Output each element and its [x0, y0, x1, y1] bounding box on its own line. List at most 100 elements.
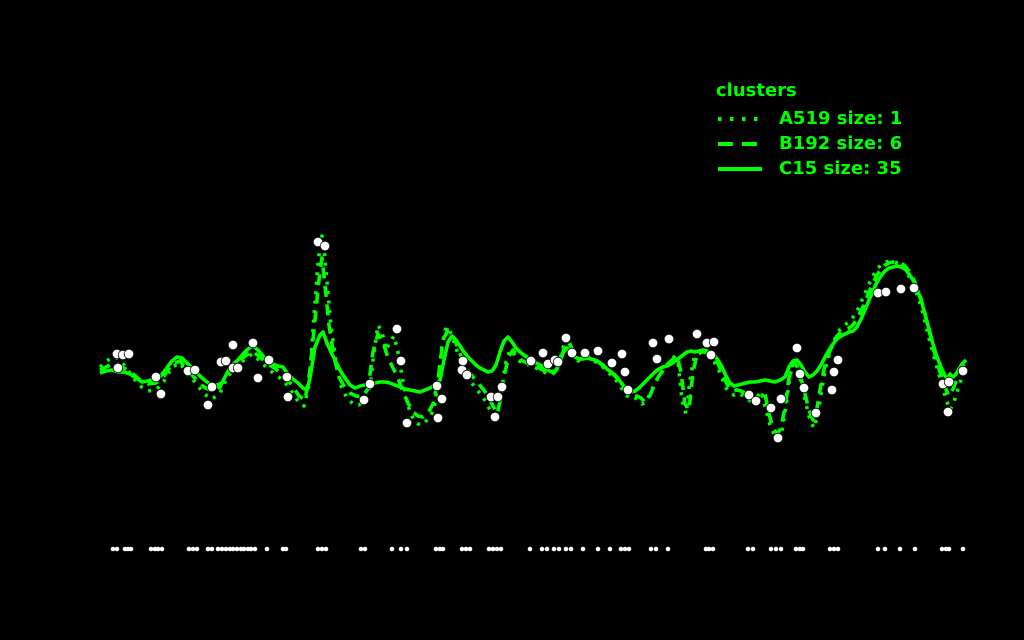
data-point [202, 399, 214, 411]
rug-dot [155, 546, 161, 552]
rug-dot [556, 546, 562, 552]
rug-dot [223, 546, 229, 552]
data-point [461, 369, 473, 381]
rug-dot [595, 546, 601, 552]
rug-dot [882, 546, 888, 552]
dotted-line-icon [718, 116, 761, 121]
rug-dot [750, 546, 756, 552]
rug-dot [648, 546, 654, 552]
legend-entry-label: B192 size: 6 [779, 133, 903, 154]
rug-dot [110, 546, 116, 552]
data-point [364, 378, 376, 390]
rug-dot [398, 546, 404, 552]
rug-dot [622, 546, 628, 552]
rug-dot [440, 546, 446, 552]
data-point [432, 412, 444, 424]
rug-dot [793, 546, 799, 552]
rug-dot [568, 546, 574, 552]
rug-dot [563, 546, 569, 552]
rug-dot [323, 546, 329, 552]
rug-dot [389, 546, 395, 552]
data-point [619, 366, 631, 378]
rug-dot [897, 546, 903, 552]
rug-dot [186, 546, 192, 552]
data-point [832, 354, 844, 366]
rug-dot [706, 546, 712, 552]
legend-entry-label: C15 size: 35 [779, 158, 902, 179]
rug-dot [114, 546, 120, 552]
data-point [616, 348, 628, 360]
data-point [791, 342, 803, 354]
rug-dot [248, 546, 254, 552]
data-point [496, 381, 508, 393]
rug-dot [939, 546, 945, 552]
legend-entry-c15: C15 size: 35 [716, 156, 902, 181]
rug-dot [773, 546, 779, 552]
rug-dot [490, 546, 496, 552]
rug-dot [159, 546, 165, 552]
rug-dot [241, 546, 247, 552]
data-point [765, 402, 777, 414]
rug-dot [463, 546, 469, 552]
data-point [227, 339, 239, 351]
data-point [263, 354, 275, 366]
rug-dot [778, 546, 784, 552]
rug-dot [498, 546, 504, 552]
rug-dot [205, 546, 211, 552]
data-point [319, 240, 331, 252]
data-point [431, 380, 443, 392]
data-point [220, 355, 232, 367]
rug-dot [209, 546, 215, 552]
data-point [552, 356, 564, 368]
rug-dot [459, 546, 465, 552]
data-point [691, 328, 703, 340]
data-point [798, 382, 810, 394]
data-point [794, 368, 806, 380]
data-point [708, 336, 720, 348]
rug-dot [486, 546, 492, 552]
rug-dot [148, 546, 154, 552]
data-point [908, 282, 920, 294]
rug-dot [234, 546, 240, 552]
rug-dot [946, 546, 952, 552]
data-point [942, 406, 954, 418]
rug-dot [230, 546, 236, 552]
rug-dot [190, 546, 196, 552]
rug-dot [653, 546, 659, 552]
rug-dot [527, 546, 533, 552]
rug-dot [362, 546, 368, 552]
rug-dot [215, 546, 221, 552]
legend: clusters A519 size: 1 B192 size: 6 C15 s… [716, 82, 902, 181]
rug-dot [315, 546, 321, 552]
rug-dot [607, 546, 613, 552]
data-point [943, 376, 955, 388]
data-point [391, 323, 403, 335]
data-point [647, 337, 659, 349]
data-point [489, 411, 501, 423]
rug-dot [404, 546, 410, 552]
data-point [395, 355, 407, 367]
data-point [828, 366, 840, 378]
data-point [775, 393, 787, 405]
solid-line-icon [718, 166, 762, 171]
data-point [895, 283, 907, 295]
data-point [810, 407, 822, 419]
rug-dot [467, 546, 473, 552]
data-point [123, 348, 135, 360]
legend-entry-label: A519 size: 1 [779, 108, 903, 129]
data-point [880, 286, 892, 298]
rug-dot [319, 546, 325, 552]
data-point [436, 393, 448, 405]
rug-dot [544, 546, 550, 552]
data-point [155, 388, 167, 400]
rug-dot [835, 546, 841, 552]
rug-dot [665, 546, 671, 552]
data-point [401, 417, 413, 429]
data-point [663, 333, 675, 345]
data-point [772, 432, 784, 444]
data-point [457, 355, 469, 367]
rug-dot [252, 546, 258, 552]
rug-dot [264, 546, 270, 552]
data-point [651, 353, 663, 365]
